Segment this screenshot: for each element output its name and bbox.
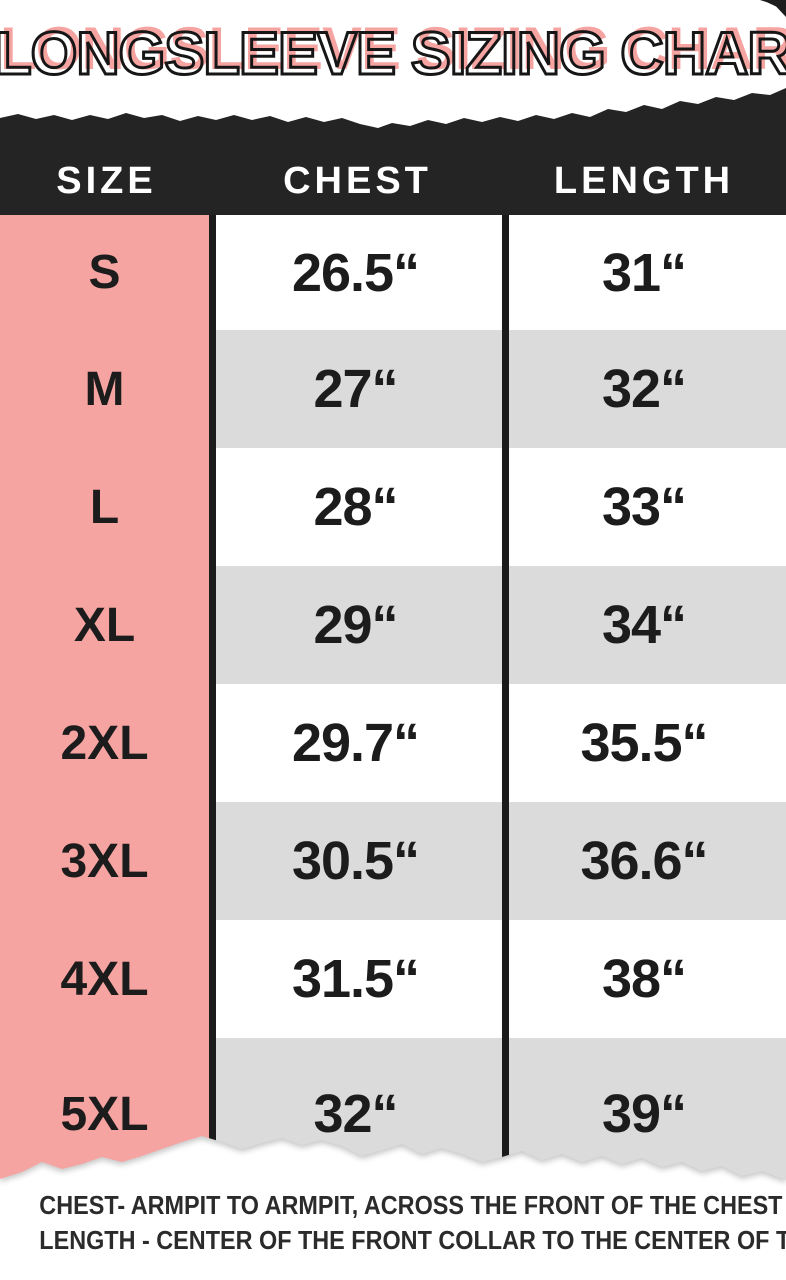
table-header-row: SIZE CHEST LENGTH — [0, 159, 786, 203]
table-row: 5XL 32“ 39“ — [0, 1038, 786, 1180]
size-cell: 5XL — [0, 1038, 209, 1180]
length-cell: 38“ — [502, 920, 786, 1038]
column-header-size: SIZE — [56, 160, 157, 202]
size-cell: 4XL — [0, 920, 209, 1038]
table-row: 3XL 30.5“ 36.6“ — [0, 802, 786, 920]
chest-cell: 31.5“ — [209, 920, 502, 1038]
column-header-chest: CHEST — [283, 160, 432, 202]
length-cell: 31“ — [502, 215, 786, 330]
length-cell: 33“ — [502, 448, 786, 566]
table-row: S 26.5“ 31“ — [0, 215, 786, 330]
measurement-notes: CHEST- ARMPIT TO ARMPIT, ACROSS THE FRON… — [0, 1188, 786, 1258]
chest-cell: 32“ — [209, 1038, 502, 1180]
sizing-table: S 26.5“ 31“ M 27“ 32“ L 28“ 33“ XL 29“ 3… — [0, 215, 786, 1190]
chest-cell: 26.5“ — [209, 215, 502, 330]
page-title-outline: LONGSLEEVE SIZING CHART — [0, 19, 786, 88]
table-row: XL 29“ 34“ — [0, 566, 786, 684]
length-cell: 34“ — [502, 566, 786, 684]
sizing-table-torn-area: S 26.5“ 31“ M 27“ 32“ L 28“ 33“ XL 29“ 3… — [0, 215, 786, 1180]
size-cell: M — [0, 330, 209, 448]
size-cell: 2XL — [0, 684, 209, 802]
table-row: M 27“ 32“ — [0, 330, 786, 448]
table-row: 2XL 29.7“ 35.5“ — [0, 684, 786, 802]
page-title: LONGSLEEVE SIZING CHART LONGSLEEVE SIZIN… — [0, 15, 786, 89]
page-title-fill: LONGSLEEVE SIZING CHART — [0, 15, 786, 82]
chest-note: CHEST- ARMPIT TO ARMPIT, ACROSS THE FRON… — [39, 1190, 783, 1220]
chest-cell: 29“ — [209, 566, 502, 684]
column-divider — [502, 215, 509, 1180]
length-cell: 36.6“ — [502, 802, 786, 920]
size-cell: L — [0, 448, 209, 566]
length-cell: 39“ — [502, 1038, 786, 1180]
chest-cell: 28“ — [209, 448, 502, 566]
column-header-length: LENGTH — [553, 160, 735, 202]
length-cell: 32“ — [502, 330, 786, 448]
size-cell: 3XL — [0, 802, 209, 920]
chest-cell: 27“ — [209, 330, 502, 448]
table-header-band: SIZE CHEST LENGTH — [0, 88, 786, 215]
size-cell: S — [0, 215, 209, 330]
chest-cell: 30.5“ — [209, 802, 502, 920]
sizing-table-rows: S 26.5“ 31“ M 27“ 32“ L 28“ 33“ XL 29“ 3… — [0, 215, 786, 1180]
column-divider — [209, 215, 216, 1180]
chest-cell: 29.7“ — [209, 684, 502, 802]
table-row: L 28“ 33“ — [0, 448, 786, 566]
table-row: 4XL 31.5“ 38“ — [0, 920, 786, 1038]
size-cell: XL — [0, 566, 209, 684]
length-note: LENGTH - CENTER OF THE FRONT COLLAR TO T… — [39, 1225, 786, 1255]
length-cell: 35.5“ — [502, 684, 786, 802]
